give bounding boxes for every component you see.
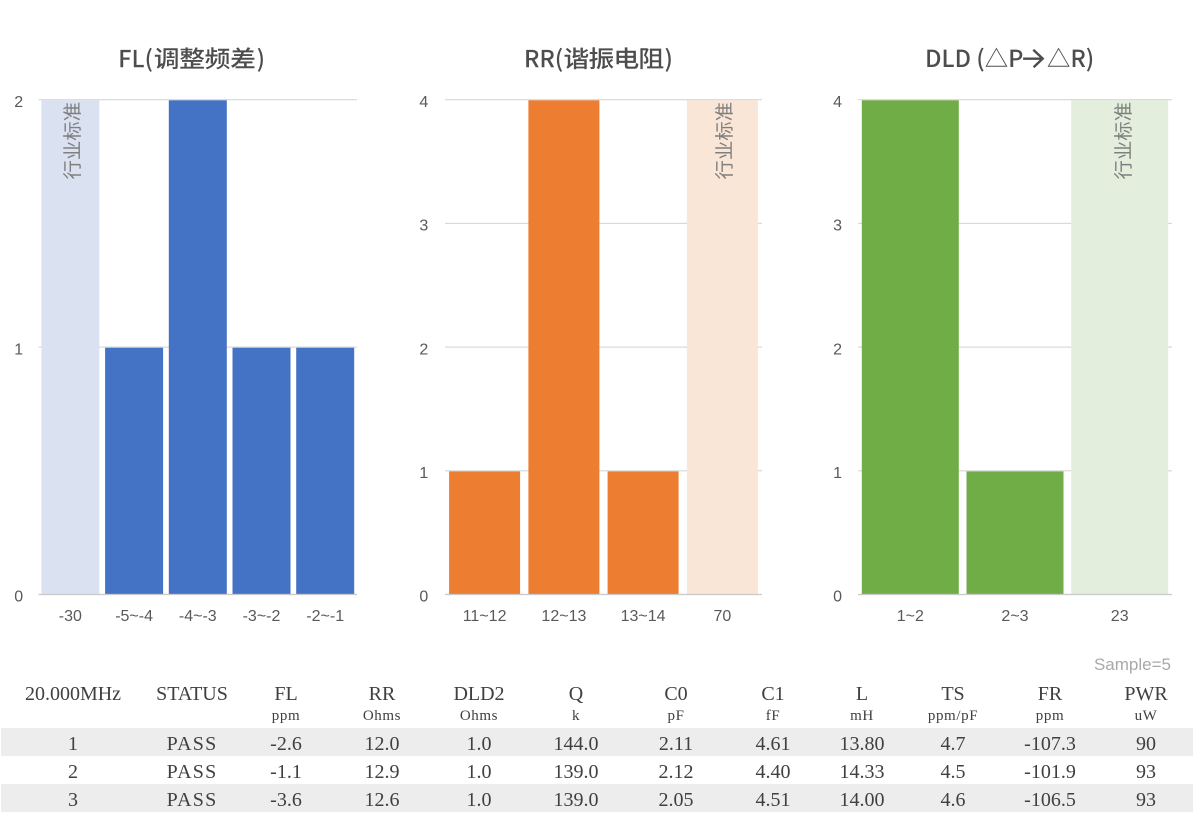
svg-text:0: 0 <box>833 589 842 606</box>
svg-text:11~12: 11~12 <box>463 608 507 625</box>
svg-text:2: 2 <box>419 341 428 358</box>
svg-text:3: 3 <box>419 218 428 235</box>
svg-text:1: 1 <box>419 465 428 482</box>
svg-text:23: 23 <box>1111 608 1129 625</box>
svg-text:12~13: 12~13 <box>541 608 586 625</box>
svg-text:1~2: 1~2 <box>897 608 924 625</box>
svg-text:4: 4 <box>833 94 842 111</box>
svg-text:70: 70 <box>714 608 732 625</box>
svg-text:-5~-4: -5~-4 <box>115 608 153 625</box>
svg-text:-4~-3: -4~-3 <box>179 608 217 625</box>
svg-text:3: 3 <box>833 218 842 235</box>
svg-text:2: 2 <box>833 341 842 358</box>
svg-text:-30: -30 <box>59 608 82 625</box>
svg-text:0: 0 <box>14 589 23 606</box>
svg-text:2~3: 2~3 <box>1001 608 1028 625</box>
svg-text:1: 1 <box>14 341 23 358</box>
svg-text:0: 0 <box>419 589 428 606</box>
svg-text:2: 2 <box>14 94 23 111</box>
svg-text:1: 1 <box>833 465 842 482</box>
svg-text:4: 4 <box>419 94 428 111</box>
svg-text:13~14: 13~14 <box>621 608 666 625</box>
svg-text:-3~-2: -3~-2 <box>243 608 281 625</box>
svg-text:-2~-1: -2~-1 <box>306 608 344 625</box>
